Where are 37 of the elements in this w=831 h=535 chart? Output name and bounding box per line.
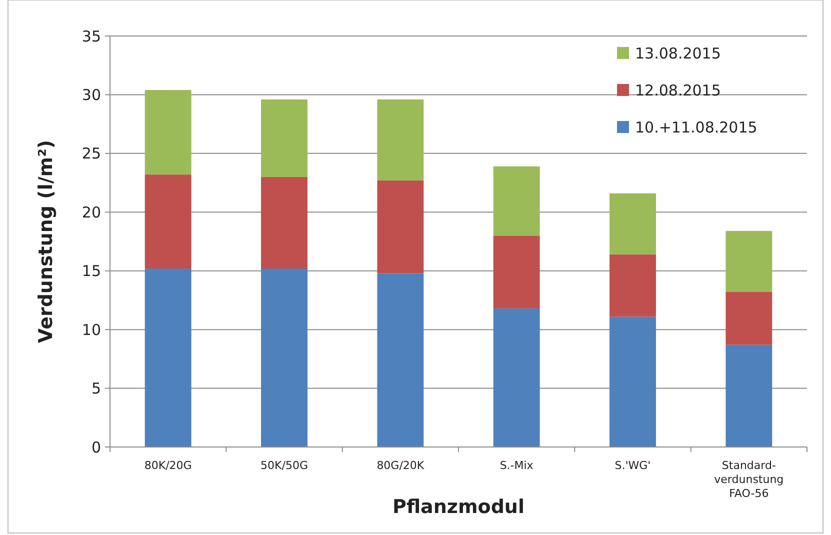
legend-label: 12.08.2015 (635, 81, 721, 100)
legend-label: 13.08.2015 (635, 44, 721, 62)
bar (726, 344, 772, 447)
bar (261, 176, 308, 269)
y-tick-label: 0 (91, 438, 101, 456)
y-tick-label: 15 (82, 262, 101, 280)
y-tick-label: 10 (82, 320, 101, 339)
bar (493, 166, 540, 236)
bar (377, 180, 424, 274)
legend-label: 10.+11.08.2015 (635, 118, 758, 136)
bar (610, 254, 656, 317)
x-tick-label: 80K/20G (144, 459, 192, 472)
bar (261, 268, 308, 447)
bar (144, 268, 192, 447)
bar (610, 193, 656, 254)
y-tick-label: 20 (82, 203, 101, 222)
y-tick-label: 5 (91, 380, 101, 398)
bar (493, 236, 540, 308)
bar (610, 316, 656, 447)
x-tick-label: Standard- verdunstung FAO-56 (714, 459, 784, 500)
x-axis-title: Pflanzmodul (392, 496, 524, 518)
bar (726, 230, 772, 292)
x-tick-label: S.'WG' (614, 459, 651, 472)
bar (144, 174, 192, 269)
y-axis-title: Verdunstung (l/m²) (35, 140, 57, 344)
bar (261, 99, 308, 177)
x-tick-label: 80G/20K (376, 459, 425, 472)
bar (377, 99, 424, 180)
bar (377, 273, 424, 447)
y-tick-label: 30 (82, 86, 101, 104)
y-tick-label: 25 (82, 144, 101, 163)
y-tick-label: 35 (82, 27, 101, 46)
x-tick-label: 50K/50G (260, 459, 308, 472)
bar (726, 292, 772, 345)
x-tick-label: S.-Mix (500, 459, 534, 472)
bar (144, 90, 192, 175)
bar (493, 308, 540, 447)
